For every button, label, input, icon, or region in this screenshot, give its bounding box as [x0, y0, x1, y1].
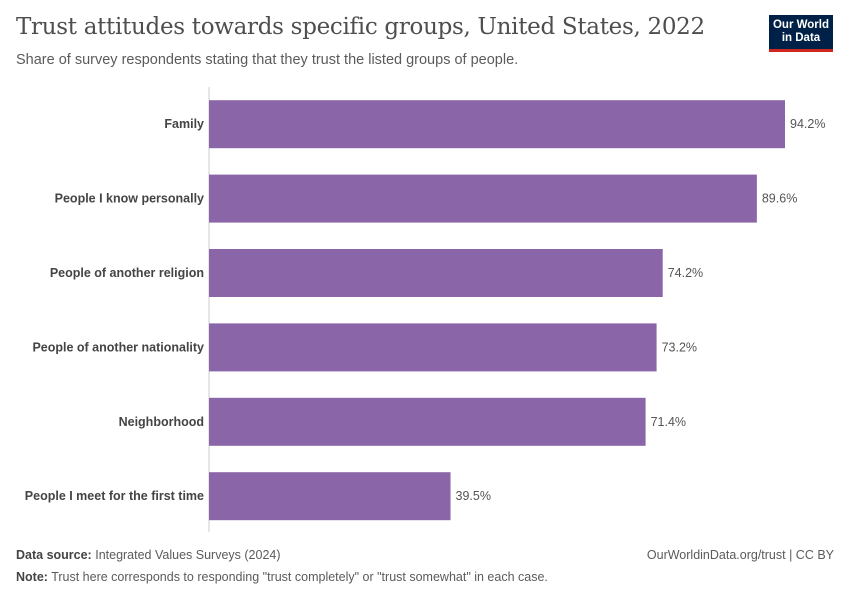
- bar[interactable]: [209, 472, 451, 521]
- chart-subtitle: Share of survey respondents stating that…: [16, 52, 519, 68]
- bar[interactable]: [209, 249, 663, 297]
- category-label: Family: [164, 117, 204, 131]
- note-text: Trust here corresponds to responding "tr…: [51, 570, 548, 584]
- category-label: People of another religion: [50, 266, 204, 280]
- value-label: 89.6%: [762, 192, 797, 206]
- bar[interactable]: [209, 323, 657, 372]
- note: Note: Trust here corresponds to respondi…: [16, 570, 548, 584]
- source-text[interactable]: Integrated Values Surveys (2024): [95, 548, 281, 562]
- data-source: Data source: Integrated Values Surveys (…: [16, 548, 281, 562]
- bar[interactable]: [209, 100, 785, 149]
- chart-title: Trust attitudes towards specific groups,…: [16, 14, 705, 40]
- note-label: Note:: [16, 570, 48, 584]
- value-label: 94.2%: [790, 117, 825, 131]
- owid-logo[interactable]: Our World in Data: [769, 15, 833, 52]
- value-label: 71.4%: [651, 415, 686, 429]
- bar[interactable]: [209, 174, 757, 223]
- category-label: People I meet for the first time: [25, 489, 204, 503]
- category-label: People of another nationality: [32, 340, 204, 354]
- category-label: Neighborhood: [119, 415, 204, 429]
- value-label: 73.2%: [662, 340, 697, 354]
- logo-line1: Our World: [772, 19, 829, 31]
- source-label: Data source:: [16, 548, 92, 562]
- value-label: 74.2%: [668, 266, 703, 280]
- source-url[interactable]: OurWorldinData.org/trust | CC BY: [646, 548, 834, 562]
- category-label: People I know personally: [55, 192, 204, 206]
- value-label: 39.5%: [456, 489, 491, 503]
- logo-line2: in Data: [781, 32, 821, 44]
- bar[interactable]: [209, 397, 646, 446]
